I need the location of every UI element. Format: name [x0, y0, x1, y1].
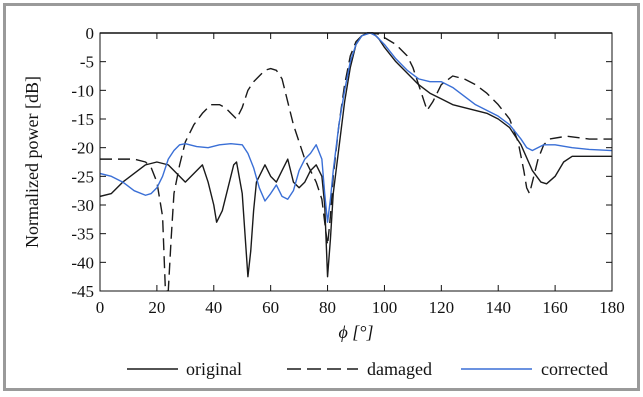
plot-area-frame: [99, 32, 613, 292]
y-tick-label: -40: [71, 253, 94, 272]
x-axis-label: ϕ [°]: [338, 322, 373, 342]
y-tick-label: -15: [71, 110, 94, 129]
x-tick-label: 100: [372, 298, 398, 317]
x-tick-label: 40: [205, 298, 222, 317]
y-tick-label: -35: [71, 225, 94, 244]
series-line-corrected: [100, 32, 612, 223]
y-axis-ticks: 0 -5 -10 -15 -20 -25 -30 -35 -40 -45: [71, 24, 612, 301]
legend-label-corrected: corrected: [541, 359, 608, 379]
x-tick-label: 20: [148, 298, 165, 317]
series-layer: [100, 32, 612, 291]
y-tick-label: 0: [86, 24, 95, 43]
x-tick-label: 160: [542, 298, 568, 317]
x-tick-label: 140: [485, 298, 511, 317]
x-tick-label: 0: [96, 298, 105, 317]
y-tick-label: -5: [80, 53, 94, 72]
y-tick-label: -25: [71, 167, 94, 186]
x-tick-label: 80: [319, 298, 336, 317]
x-tick-label: 120: [429, 298, 455, 317]
chart-figure: 0 -5 -10 -15 -20 -25 -30 -35 -40 -45 0 20 40 60 80 100…: [3, 3, 640, 391]
line-chart: 0 -5 -10 -15 -20 -25 -30 -35 -40 -45 0 20 40 60 80 100…: [22, 24, 625, 379]
legend: original damaged corrected: [127, 359, 608, 379]
series-line-original: [100, 32, 612, 278]
y-tick-label: -10: [71, 81, 94, 100]
y-tick-label: -30: [71, 196, 94, 215]
x-tick-label: 60: [262, 298, 279, 317]
y-tick-label: -45: [71, 282, 94, 301]
x-axis-ticks: 0 20 40 60 80 100 120 140 160 180: [96, 33, 625, 317]
x-tick-label: 180: [599, 298, 625, 317]
series-line-damaged: [100, 32, 612, 291]
y-axis-label: Normalized power [dB]: [22, 76, 42, 248]
legend-label-damaged: damaged: [367, 359, 432, 379]
legend-label-original: original: [186, 359, 242, 379]
y-tick-label: -20: [71, 139, 94, 158]
